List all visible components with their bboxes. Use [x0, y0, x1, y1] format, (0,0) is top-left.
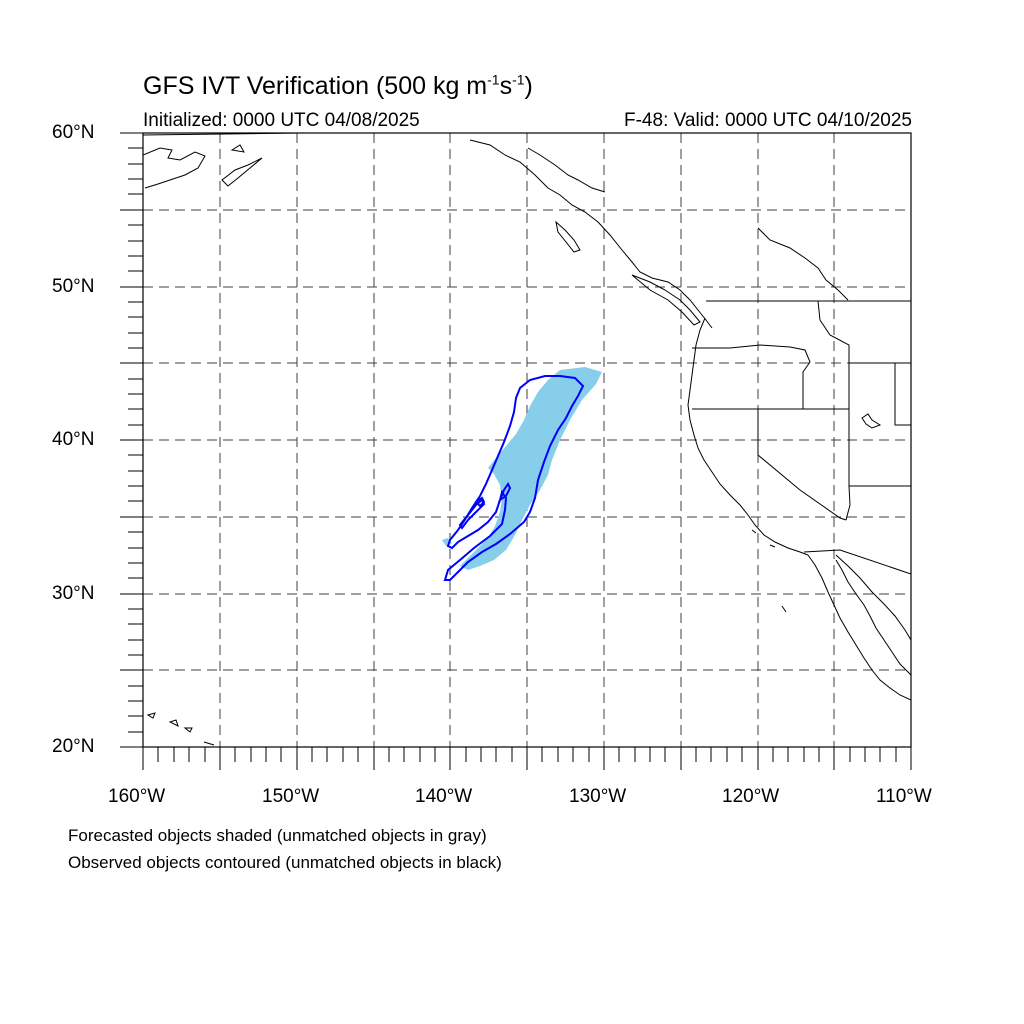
lon-label-110w: 110°W: [876, 786, 932, 807]
observed-object-small-1: [458, 498, 486, 530]
lon-label-140w: 140°W: [415, 786, 473, 807]
valid-time: F-48: Valid: 0000 UTC 04/10/2025: [624, 110, 912, 131]
observed-object-small-3: [474, 496, 486, 508]
lat-label-40n: 40°N: [52, 429, 95, 450]
observed-object-small-2: [497, 482, 512, 503]
baja-coast: [807, 554, 911, 701]
lat-label-60n: 60°N: [52, 122, 95, 143]
lat-label-20n: 20°N: [52, 736, 95, 757]
alaska-coast: [143, 147, 206, 189]
axis-ticks: [120, 132, 912, 770]
map-gridlines: [143, 133, 911, 747]
lon-label-150w: 150°W: [262, 786, 320, 807]
observed-contours: [443, 375, 585, 581]
initialized-time: Initialized: 0000 UTC 04/08/2025: [143, 110, 420, 131]
state-borders: [692, 300, 911, 575]
legend-note-forecast: Forecasted objects shaded (unmatched obj…: [68, 826, 487, 845]
coastlines: [143, 133, 911, 746]
forecast-object: [442, 367, 602, 570]
us-west-coast: [687, 317, 809, 556]
observed-object-large: [443, 375, 585, 581]
hawaii-islands: [146, 712, 215, 746]
legend-note-observed: Observed objects contoured (unmatched ob…: [68, 853, 502, 872]
lon-label-120w: 120°W: [722, 786, 780, 807]
lon-label-130w: 130°W: [569, 786, 627, 807]
lat-label-30n: 30°N: [52, 583, 95, 604]
lat-label-50n: 50°N: [52, 276, 95, 297]
lon-label-160w: 160°W: [108, 786, 166, 807]
page-title: GFS IVT Verification (500 kg m-1s-1): [143, 71, 533, 100]
bc-coast: [469, 139, 713, 329]
